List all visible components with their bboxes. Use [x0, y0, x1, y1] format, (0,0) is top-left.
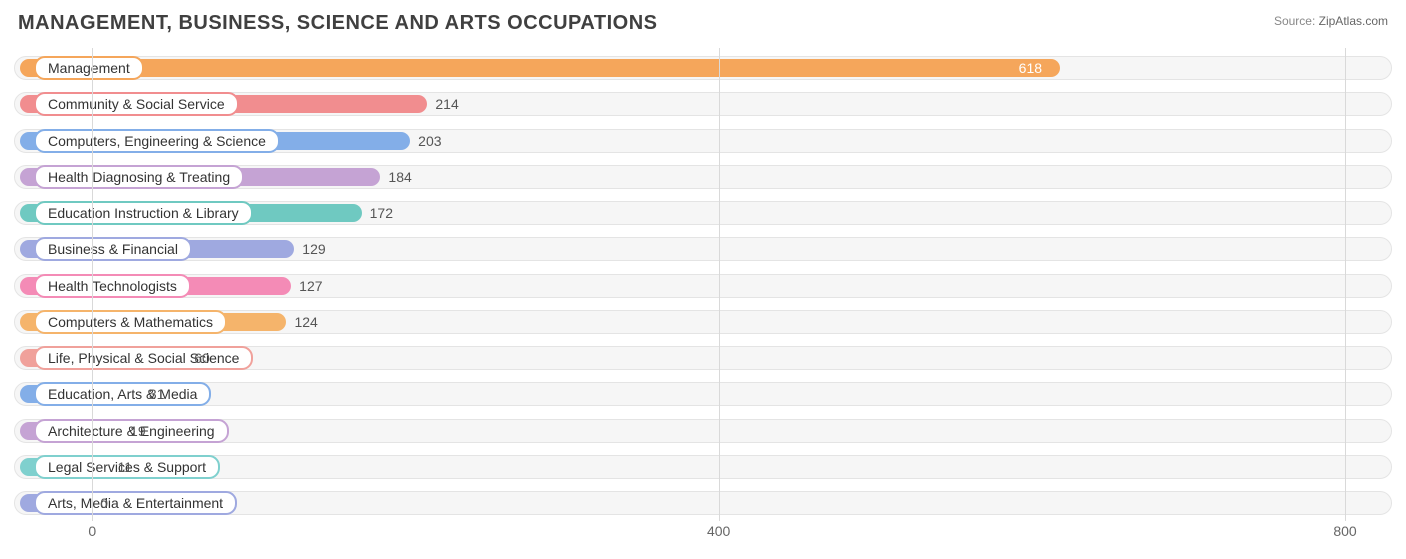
value-label: 11 [118, 459, 133, 475]
bar-row: Architecture & Engineering19 [14, 417, 1392, 445]
x-tick-label: 400 [707, 523, 730, 539]
category-pill: Computers, Engineering & Science [34, 129, 280, 153]
value-label: 124 [294, 314, 317, 330]
value-label: 0 [100, 495, 108, 511]
category-pill: Community & Social Service [34, 92, 239, 116]
bar-row: Computers, Engineering & Science 203 [14, 127, 1392, 155]
bars-container: Management 618 Community & Social Service 2… [14, 54, 1392, 517]
category-pill: Management [34, 56, 144, 80]
x-tick-label: 0 [88, 523, 96, 539]
value-label: 127 [299, 278, 322, 294]
bar-row: Arts, Media & Entertainment0 [14, 489, 1392, 517]
value-label: 203 [418, 133, 441, 149]
category-pill: Business & Financial [34, 237, 192, 261]
category-pill: Arts, Media & Entertainment [34, 491, 237, 515]
value-label: 19 [130, 423, 146, 439]
source-site: ZipAtlas.com [1319, 14, 1388, 28]
category-pill: Education Instruction & Library [34, 201, 253, 225]
bar-row: Health Diagnosing & Treating 184 [14, 163, 1392, 191]
bar-track [14, 382, 1392, 406]
gridline [92, 48, 93, 521]
category-pill: Life, Physical & Social Science [34, 346, 253, 370]
value-label: 60 [194, 350, 210, 366]
bar-fill [20, 59, 1060, 77]
bar-row: Life, Physical & Social Science60 [14, 344, 1392, 372]
bar-row: Health Technologists 127 [14, 272, 1392, 300]
gridline [1345, 48, 1346, 521]
category-pill: Education, Arts & Media [34, 382, 211, 406]
value-label: 129 [302, 241, 325, 257]
value-label: 214 [435, 96, 458, 112]
category-pill: Health Diagnosing & Treating [34, 165, 244, 189]
bar-row: Education, Arts & Media31 [14, 380, 1392, 408]
value-label: 31 [149, 386, 165, 402]
bar-row: Business & Financial 129 [14, 235, 1392, 263]
bar-row: Education Instruction & Library 172 [14, 199, 1392, 227]
bar-row: Management 618 [14, 54, 1392, 82]
value-label: 172 [370, 205, 393, 221]
value-label: 618 [1019, 60, 1042, 76]
chart-area: Management 618 Community & Social Service 2… [14, 48, 1392, 539]
bar-row: Legal Services & Support11 [14, 453, 1392, 481]
chart-title: MANAGEMENT, BUSINESS, SCIENCE AND ARTS O… [18, 12, 657, 35]
x-tick-label: 800 [1333, 523, 1356, 539]
category-pill: Health Technologists [34, 274, 191, 298]
value-label: 184 [388, 169, 411, 185]
bar-row: Community & Social Service 214 [14, 90, 1392, 118]
source-label: Source: [1274, 14, 1315, 28]
category-pill: Computers & Mathematics [34, 310, 227, 334]
gridline [719, 48, 720, 521]
source-attribution: Source: ZipAtlas.com [1274, 14, 1388, 28]
bar-row: Computers & Mathematics 124 [14, 308, 1392, 336]
bar-track [14, 455, 1392, 479]
